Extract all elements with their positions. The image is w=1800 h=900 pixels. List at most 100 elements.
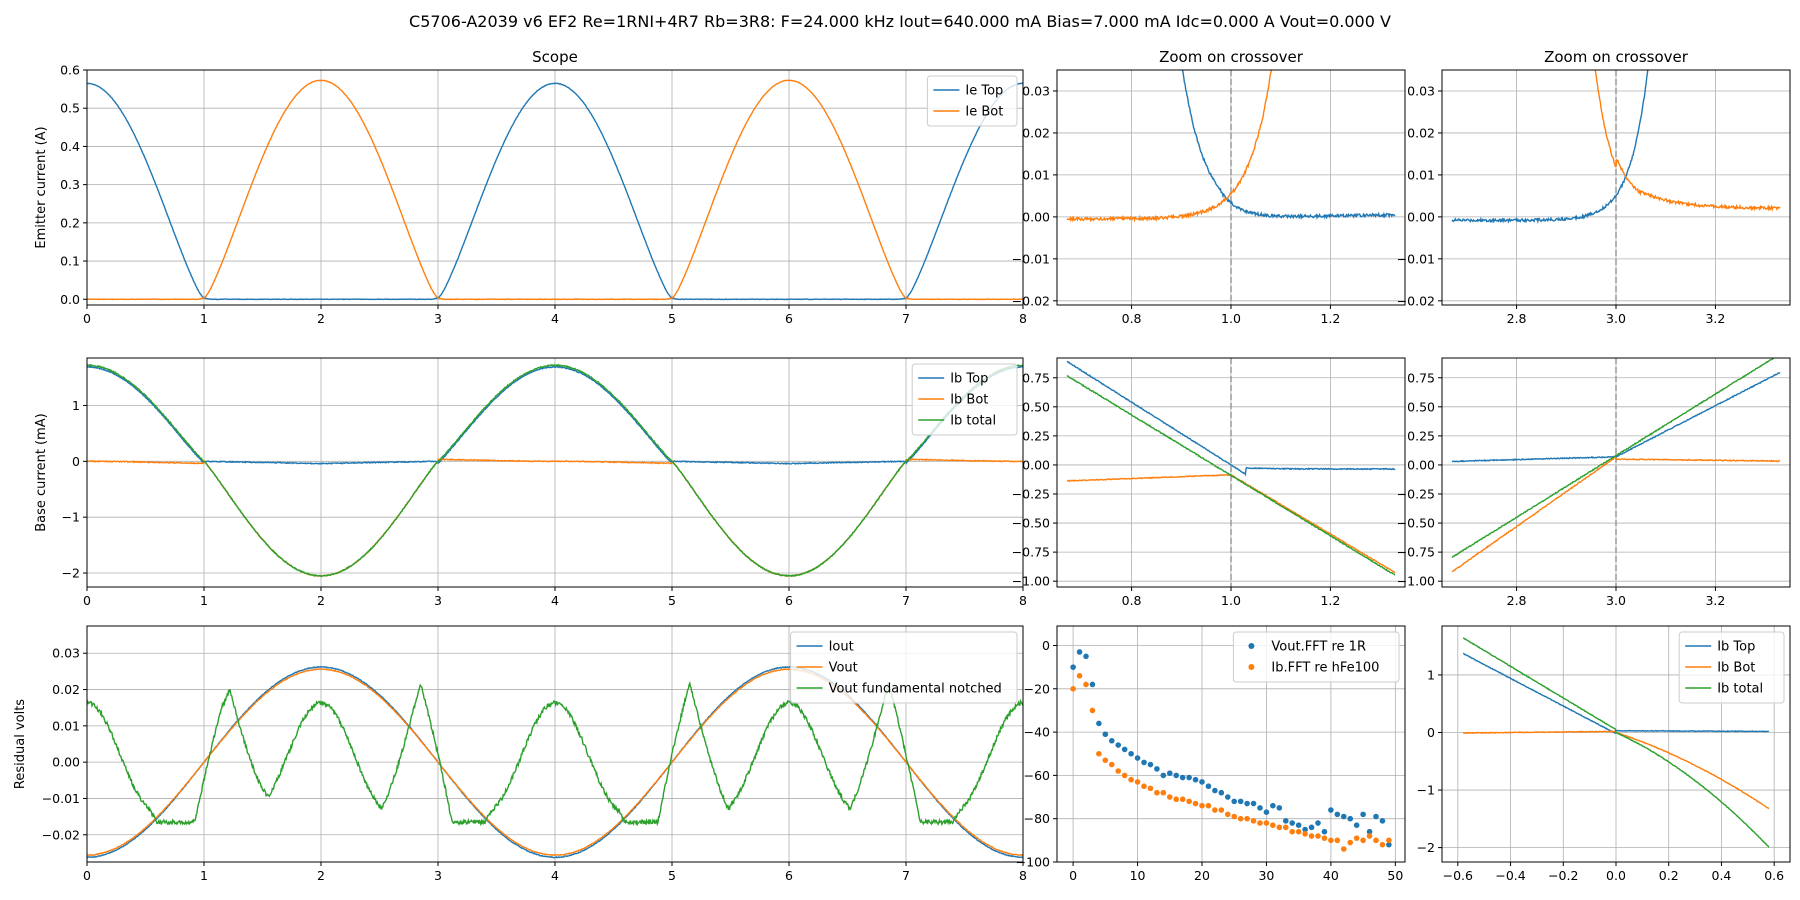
data-point — [1276, 805, 1283, 811]
y-tick-label: 0.03 — [1022, 83, 1050, 98]
legend-box — [1232, 631, 1400, 683]
x-tick-label: 6 — [785, 868, 793, 883]
data-point — [1108, 737, 1115, 744]
x-tick-label: 1 — [200, 868, 208, 883]
y-tick-label: 0.0 — [60, 292, 80, 307]
x-tick-label: 1.0 — [1221, 311, 1241, 326]
data-point — [1270, 802, 1276, 809]
y-axis-label: Emitter current (A) — [34, 126, 49, 248]
plot-area — [87, 665, 1023, 859]
y-tick-label: −0.01 — [42, 791, 80, 806]
series-line — [87, 79, 1023, 301]
data-point — [1212, 787, 1218, 794]
data-point — [1108, 761, 1115, 768]
y-tick-label: −0.50 — [1012, 516, 1050, 531]
plot-area — [1066, 360, 1396, 576]
plot-area — [87, 363, 1023, 578]
data-point — [1179, 774, 1186, 781]
x-tick-label: 5 — [668, 311, 676, 326]
plot-area — [1451, 358, 1781, 573]
data-point — [1070, 685, 1076, 692]
y-tick-label: 0 — [72, 454, 80, 469]
y-tick-label: 0.2 — [60, 215, 80, 230]
chart-scope-emitter: 0 1 2 3 4 5 6 7 8 0.0 0.1 0.2 0.3 0.4 0.5 0.6 Scope Emitt… — [34, 48, 1027, 326]
plot-area — [87, 79, 1023, 301]
y-tick-label: −1.00 — [1397, 574, 1435, 589]
x-tick-label: 0 — [1069, 868, 1077, 883]
legend-box — [1678, 631, 1785, 704]
data-point — [1218, 807, 1225, 813]
legend: Ib Top Ib Bot Ib total — [911, 363, 1018, 436]
data-point — [1173, 796, 1180, 803]
y-tick-label: 1 — [1427, 667, 1435, 682]
y-tick-label: −1 — [62, 510, 80, 525]
data-point — [1295, 822, 1302, 828]
x-tick-label: 0 — [83, 868, 91, 883]
legend-label: Ib.FFT re hFe100 — [1271, 661, 1379, 676]
data-point — [1102, 731, 1109, 738]
x-tick-label: 8 — [1019, 311, 1027, 326]
y-tick-label: −1 — [1417, 783, 1435, 798]
x-tick-label: 6 — [785, 593, 793, 608]
plot-area — [1066, 70, 1396, 223]
chart-zoom-base-3: 2.8 3.0 3.2 −1.00 −0.75 −0.50 −0.25 0.00 0.25 0.5… — [1397, 357, 1791, 608]
y-tick-label: −0.75 — [1397, 545, 1435, 560]
data-point — [1276, 824, 1283, 831]
data-point — [1128, 750, 1134, 757]
x-tick-label: 0.2 — [1659, 868, 1679, 883]
x-tick-label: 2.8 — [1507, 593, 1527, 608]
data-point — [1147, 785, 1154, 792]
x-tick-label: 1.0 — [1221, 593, 1241, 608]
data-point — [1199, 779, 1205, 785]
data-point — [1237, 815, 1244, 822]
chart-fft: 0 10 20 30 40 50 −100 −80 −60 −40 −20 0 Vout.FFT re … — [1016, 625, 1406, 883]
data-point — [1205, 783, 1212, 790]
data-point — [1289, 820, 1296, 826]
y-tick-label: 0.03 — [1407, 83, 1435, 98]
data-point — [1224, 794, 1231, 800]
series-line — [1066, 360, 1396, 477]
x-tick-label: 2 — [317, 311, 325, 326]
axes-frame — [1056, 625, 1406, 863]
data-point — [1334, 837, 1341, 844]
data-point — [1308, 824, 1315, 831]
x-tick-label: 3.0 — [1606, 593, 1626, 608]
x-tick-label: 2 — [317, 593, 325, 608]
series-line — [1594, 70, 1781, 213]
data-point — [1160, 772, 1167, 779]
data-point — [1199, 802, 1205, 809]
series-line — [1181, 70, 1396, 221]
data-point — [1373, 813, 1379, 820]
y-tick-label: −0.02 — [1012, 293, 1050, 308]
data-point — [1076, 649, 1083, 655]
data-point — [1244, 800, 1250, 807]
data-point — [1115, 742, 1122, 748]
y-tick-label: −40 — [1024, 725, 1050, 740]
legend-label: Ib total — [1717, 682, 1763, 697]
x-tick-label: 1 — [200, 593, 208, 608]
data-point — [1141, 783, 1147, 790]
y-tick-label: −0.01 — [1397, 251, 1435, 266]
legend-marker — [1248, 643, 1255, 649]
y-tick-label: 0.00 — [1407, 209, 1435, 224]
data-point — [1134, 779, 1141, 785]
x-tick-label: 2 — [317, 868, 325, 883]
series-line — [87, 82, 1023, 301]
y-tick-label: 0.25 — [1407, 428, 1435, 443]
x-tick-label: 0.8 — [1122, 311, 1142, 326]
x-tick-label: 50 — [1387, 868, 1403, 883]
x-tick-label: 0 — [83, 311, 91, 326]
data-point — [1186, 798, 1192, 805]
legend-label: Ib total — [950, 414, 996, 429]
series-line — [87, 363, 1023, 578]
data-point — [1308, 833, 1315, 839]
data-point — [1379, 818, 1386, 824]
data-point — [1160, 789, 1167, 796]
plot-area — [1451, 70, 1781, 225]
y-tick-label: −0.75 — [1012, 545, 1050, 560]
y-tick-label: 0 — [1042, 638, 1050, 653]
y-tick-label: 0.1 — [60, 254, 80, 269]
data-point — [1154, 789, 1160, 796]
data-point — [1270, 822, 1276, 828]
data-point — [1263, 820, 1270, 826]
